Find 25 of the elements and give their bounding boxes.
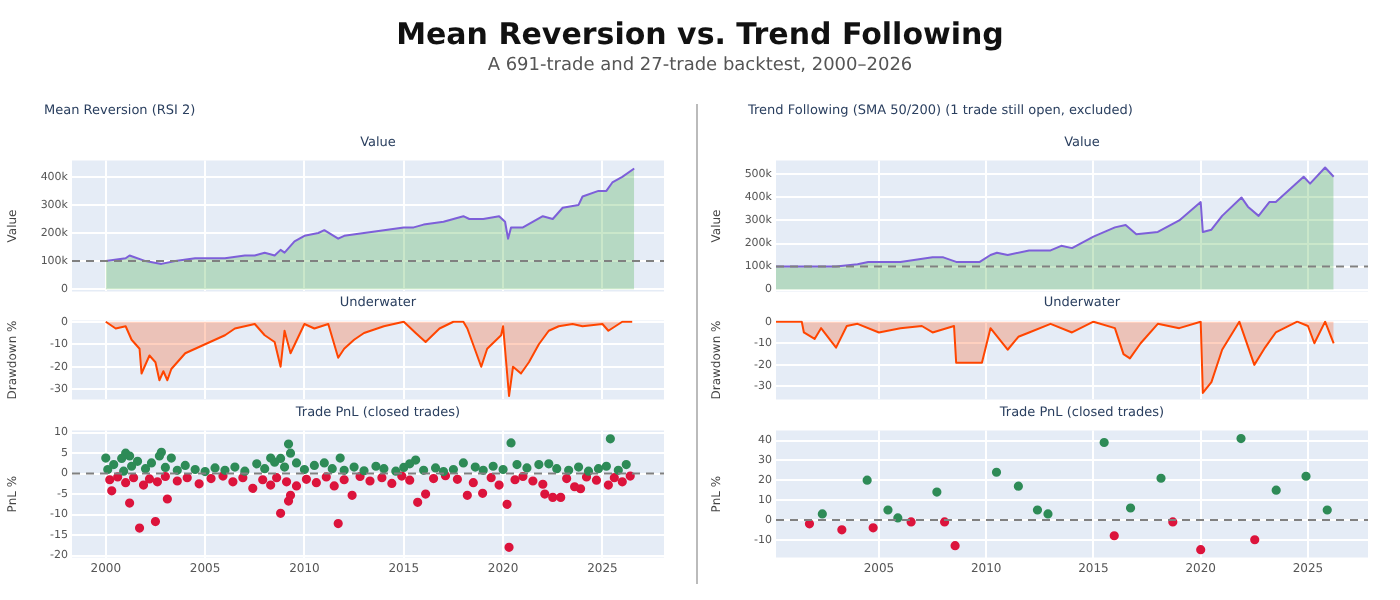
point — [906, 517, 916, 527]
point — [817, 509, 827, 519]
point — [1032, 505, 1043, 515]
point — [991, 467, 1002, 477]
point — [1250, 535, 1260, 545]
point — [1099, 437, 1109, 448]
point — [883, 505, 893, 515]
point — [1043, 509, 1053, 519]
point — [932, 487, 942, 497]
point — [862, 475, 872, 485]
text: Mean Reversion vs. Trend Following — [394, 16, 1006, 52]
point — [1156, 473, 1166, 483]
point — [1322, 505, 1332, 515]
point — [1236, 433, 1246, 444]
point — [893, 513, 903, 523]
point — [950, 541, 960, 551]
point — [1013, 481, 1023, 491]
point — [868, 523, 878, 533]
point — [1301, 471, 1311, 481]
point — [1125, 503, 1136, 513]
point — [1109, 531, 1119, 541]
point — [837, 525, 847, 535]
text: A 691-trade and 27-trade backtest, 2000–2026 — [485, 56, 915, 76]
point — [1271, 485, 1281, 495]
point — [1196, 545, 1206, 555]
